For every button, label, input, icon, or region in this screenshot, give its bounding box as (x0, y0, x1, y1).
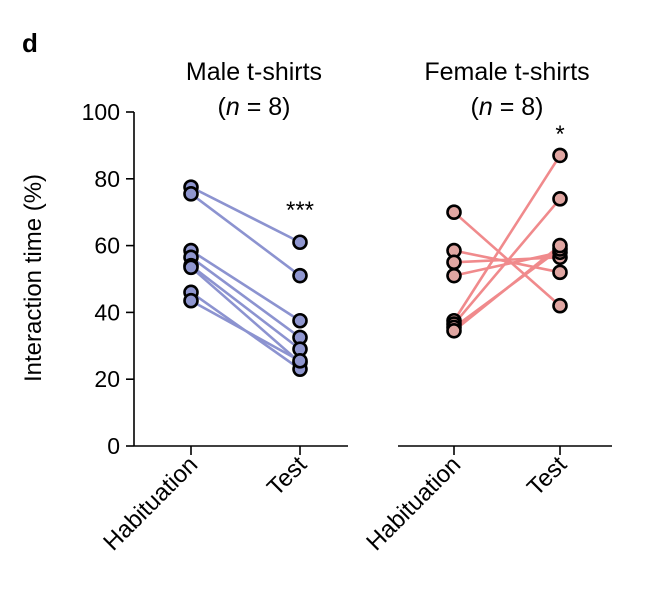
right-habituation-point-3 (446, 267, 462, 284)
right-test-point-1 (552, 264, 568, 281)
y-tick-label-80: 80 (94, 166, 120, 192)
right-title-line2: (n = 8) (471, 93, 544, 121)
left-pair-line-0 (190, 185, 301, 244)
right-pair-line-4 (452, 154, 562, 322)
left-habituation-point-5 (183, 259, 199, 276)
y-tick-label-40: 40 (94, 299, 120, 325)
left-significance-label: *** (286, 197, 314, 224)
right-category-label-1: Test (522, 451, 572, 501)
left-title-rest: = 8) (240, 93, 291, 121)
left-pair-line-7 (190, 299, 301, 362)
left-test-point-0 (292, 234, 308, 251)
right-title-n: n (479, 93, 493, 121)
y-ticks: 0 20 40 60 80 100 (82, 99, 134, 459)
right-habituation-point-2 (446, 254, 462, 271)
right-test-point-0 (552, 297, 568, 314)
left-title-open: ( (218, 93, 227, 121)
right-title-line1: Female t-shirts (424, 58, 589, 86)
left-panel: Habituation Test *** (98, 112, 348, 556)
right-title-rest: = 8) (493, 93, 544, 121)
right-panel: Habituation Test * (361, 121, 612, 556)
right-habituation-point-7 (446, 322, 462, 339)
right-pair-line-5 (453, 198, 561, 325)
right-category-label-0: Habituation (361, 451, 466, 556)
left-test-point-2 (292, 312, 308, 329)
panel-label: d (22, 28, 38, 58)
left-title-line2: (n = 8) (218, 93, 291, 121)
y-tick-label-20: 20 (94, 366, 120, 392)
y-tick-label-0: 0 (107, 433, 120, 459)
y-tick-label-100: 100 (82, 99, 120, 125)
left-category-label-1: Test (262, 451, 312, 501)
right-habituation-point-0 (446, 204, 462, 220)
left-pair-line-3 (190, 256, 301, 339)
left-title-line1: Male t-shirts (186, 58, 322, 86)
left-pair-line-2 (190, 249, 301, 322)
right-pair-line-3 (453, 251, 561, 277)
left-test-point-7 (292, 353, 308, 369)
left-pair-line-5 (190, 266, 301, 364)
right-title-open: ( (471, 93, 480, 121)
left-pair-line-1 (190, 192, 301, 277)
left-pair-line-4 (190, 264, 301, 351)
left-habituation-point-1 (183, 186, 199, 202)
right-test-point-5 (552, 191, 568, 207)
right-pair-line-7 (453, 244, 561, 332)
right-test-point-7 (552, 237, 568, 254)
left-habituation-point-7 (183, 292, 199, 309)
left-title-n: n (226, 93, 240, 121)
right-test-point-4 (552, 147, 568, 164)
y-axis-label: Interaction time (%) (20, 174, 47, 382)
right-significance-label: * (555, 121, 564, 148)
left-test-point-1 (292, 267, 308, 284)
y-tick-label-60: 60 (94, 233, 120, 259)
left-category-label-0: Habituation (98, 451, 203, 556)
